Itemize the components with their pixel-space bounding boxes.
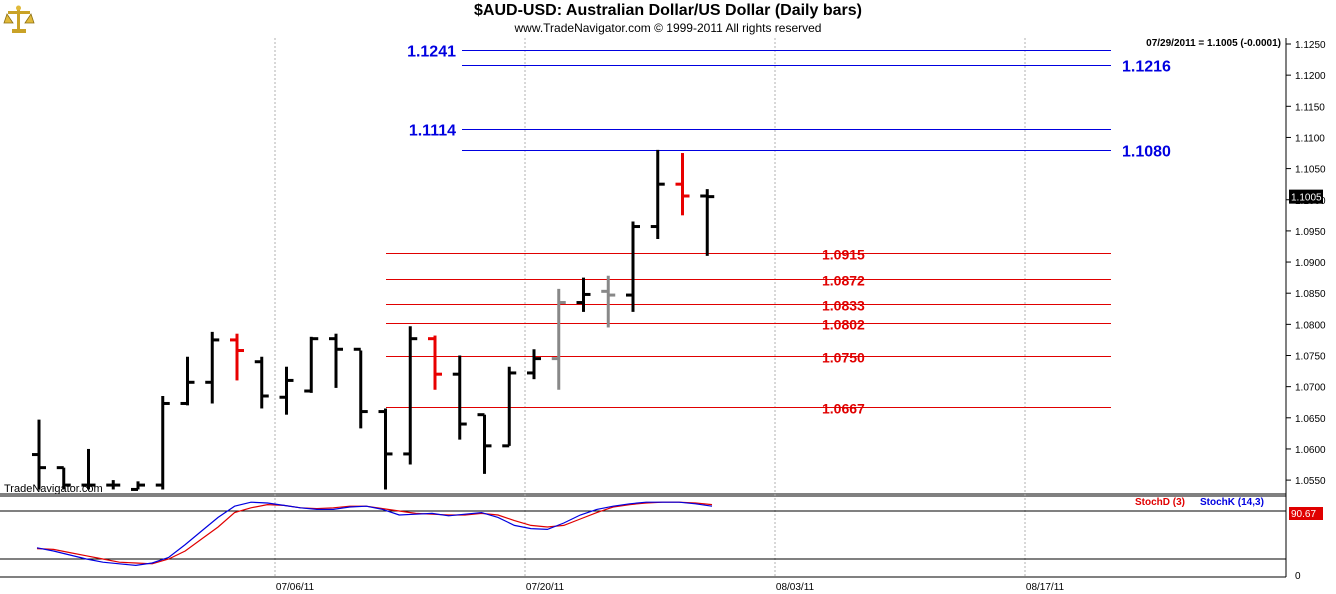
y-tick-label: 1.0750 [1295,352,1326,363]
y-tick-label: 1.1200 [1295,71,1326,82]
y-tick-label: 1.1250 [1295,40,1326,51]
y-tick-label: 1.1150 [1295,102,1325,113]
y-tick-label: 1.0800 [1295,320,1326,331]
ohlc-bar [502,366,517,448]
y-tick-label: 1.0600 [1295,445,1326,456]
level-label: 1.1114 [409,123,456,140]
ohlc-bar [527,349,541,380]
level-label: 1.1080 [1122,144,1171,161]
ohlc-bar [329,333,343,388]
level-label: 1.1241 [407,44,456,61]
ohlc-bar [477,413,492,474]
ohlc-bar [650,149,665,239]
stoch-y-tick-label: 0 [1295,571,1301,582]
y-tick-label: 1.0650 [1295,414,1326,425]
stoch-last-value-box [1289,507,1323,520]
ohlc-bar [353,347,368,429]
x-tick-label: 07/06/11 [276,582,315,593]
ohlc-bar [601,275,616,328]
level-label: 1.0802 [822,317,865,333]
ohlc-bar [180,356,195,406]
stoch-series-line [36,501,713,567]
last-value-label: 1.1005 [1291,193,1322,204]
level-label: 1.0750 [822,350,865,366]
y-tick-label: 1.0700 [1295,383,1326,394]
last-value-box [1289,189,1323,204]
stoch-legend-k: StochK (14,3) [1200,497,1264,508]
ohlc-bar [279,366,294,415]
ohlc-bar [32,419,46,490]
y-tick-label: 1.0550 [1295,476,1326,487]
brass-scale-logo-icon [3,3,35,35]
ohlc-bar [230,333,244,381]
x-tick-label: 08/17/11 [1026,582,1065,593]
x-tick-label: 07/20/11 [526,582,565,593]
level-label: 1.1216 [1122,59,1171,76]
ohlc-bar [131,481,145,491]
ohlc-bar [700,189,715,256]
ohlc-bar [428,335,442,390]
y-tick-label: 1.0950 [1295,227,1326,238]
x-tick-label: 08/03/11 [776,582,815,593]
level-label: 1.0833 [822,298,865,314]
ohlc-bar [452,355,467,440]
ohlc-bar [106,480,121,490]
ohlc-bar [626,221,640,312]
y-tick-label: 1.0900 [1295,258,1326,269]
chart-header: $AUD-USD: Australian Dollar/US Dollar (D… [0,0,1336,38]
ohlc-bar [155,395,170,490]
ohlc-bar [81,448,96,490]
ohlc-bar [254,356,269,409]
ohlc-bar [304,336,319,393]
stoch-legend-d: StochD (3) [1135,497,1185,508]
y-tick-label: 1.0850 [1295,289,1326,300]
ohlc-bar [576,277,591,312]
level-label: 1.0915 [822,247,865,263]
ohlc-bar [205,331,220,404]
level-label: 1.0872 [822,273,865,289]
y-tick-label: 1.1050 [1295,165,1326,176]
stoch-last-value-label: 90.67 [1291,509,1316,520]
last-quote: 07/29/2011 = 1.1005 (-0.0001) [1146,38,1281,49]
copyright-line: www.TradeNavigator.com © 1999-2011 All r… [514,21,822,35]
ohlc-bar [675,153,690,216]
level-label: 1.0667 [822,401,865,417]
chart-title: $AUD-USD: Australian Dollar/US Dollar (D… [474,2,862,19]
ohlc-bar [403,326,418,465]
ohlc-bar [378,408,393,490]
watermark: TradeNavigator.com [4,483,103,495]
y-tick-label: 1.1100 [1295,133,1325,144]
ohlc-bar [551,288,566,390]
ohlc-bar [56,466,71,490]
